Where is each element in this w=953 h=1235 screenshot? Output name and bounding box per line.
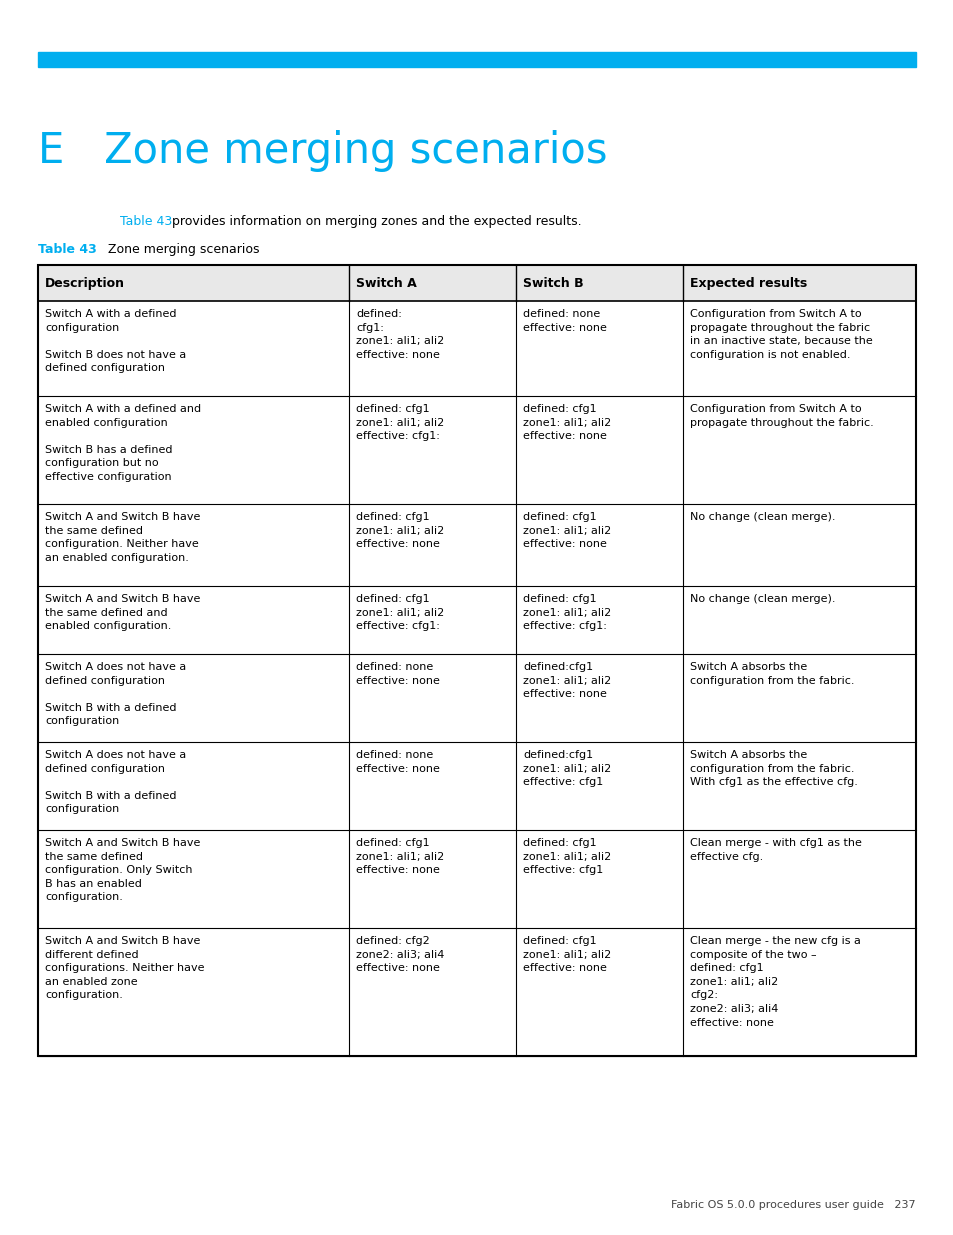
Text: Switch A does not have a
defined configuration

Switch B with a defined
configur: Switch A does not have a defined configu… (45, 662, 186, 726)
Text: defined: cfg1
zone1: ali1; ali2
effective: cfg1: defined: cfg1 zone1: ali1; ali2 effectiv… (522, 839, 611, 876)
Text: defined: cfg2
zone2: ali3; ali4
effective: none: defined: cfg2 zone2: ali3; ali4 effectiv… (355, 936, 444, 973)
Bar (38, 52, 915, 67)
Text: defined: none
effective: none: defined: none effective: none (355, 662, 439, 685)
Text: Switch A absorbs the
configuration from the fabric.
With cfg1 as the effective c: Switch A absorbs the configuration from … (689, 750, 857, 787)
Text: Configuration from Switch A to
propagate throughout the fabric
in an inactive st: Configuration from Switch A to propagate… (689, 309, 872, 359)
Text: Table 43: Table 43 (38, 243, 96, 256)
Bar (38, 266, 915, 1056)
Text: Switch A does not have a
defined configuration

Switch B with a defined
configur: Switch A does not have a defined configu… (45, 750, 186, 814)
Text: Table 43: Table 43 (120, 215, 172, 228)
Text: defined: cfg1
zone1: ali1; ali2
effective: cfg1:: defined: cfg1 zone1: ali1; ali2 effectiv… (355, 594, 444, 631)
Text: defined: cfg1
zone1: ali1; ali2
effective: none: defined: cfg1 zone1: ali1; ali2 effectiv… (522, 936, 611, 973)
Text: Zone merging scenarios: Zone merging scenarios (96, 243, 259, 256)
Text: Switch A: Switch A (355, 277, 416, 289)
Text: Configuration from Switch A to
propagate throughout the fabric.: Configuration from Switch A to propagate… (689, 404, 873, 427)
Text: defined:cfg1
zone1: ali1; ali2
effective: cfg1: defined:cfg1 zone1: ali1; ali2 effective… (522, 750, 611, 787)
Text: Switch A and Switch B have
the same defined
configuration. Neither have
an enabl: Switch A and Switch B have the same defi… (45, 513, 200, 563)
Text: defined: cfg1
zone1: ali1; ali2
effective: none: defined: cfg1 zone1: ali1; ali2 effectiv… (355, 513, 444, 550)
Text: Description: Description (45, 277, 125, 289)
Text: No change (clean merge).: No change (clean merge). (689, 594, 835, 604)
Text: Switch A and Switch B have
the same defined and
enabled configuration.: Switch A and Switch B have the same defi… (45, 594, 200, 631)
Text: Fabric OS 5.0.0 procedures user guide   237: Fabric OS 5.0.0 procedures user guide 23… (671, 1200, 915, 1210)
Text: defined:cfg1
zone1: ali1; ali2
effective: none: defined:cfg1 zone1: ali1; ali2 effective… (522, 662, 611, 699)
Text: No change (clean merge).: No change (clean merge). (689, 513, 835, 522)
Text: provides information on merging zones and the expected results.: provides information on merging zones an… (168, 215, 581, 228)
Text: defined:
cfg1:
zone1: ali1; ali2
effective: none: defined: cfg1: zone1: ali1; ali2 effecti… (355, 309, 444, 359)
Text: defined: cfg1
zone1: ali1; ali2
effective: none: defined: cfg1 zone1: ali1; ali2 effectiv… (522, 404, 611, 441)
Text: defined: none
effective: none: defined: none effective: none (355, 750, 439, 773)
Text: defined: cfg1
zone1: ali1; ali2
effective: cfg1:: defined: cfg1 zone1: ali1; ali2 effectiv… (355, 404, 444, 441)
Text: Clean merge - the new cfg is a
composite of the two –
defined: cfg1
zone1: ali1;: Clean merge - the new cfg is a composite… (689, 936, 860, 1028)
Text: Switch A absorbs the
configuration from the fabric.: Switch A absorbs the configuration from … (689, 662, 854, 685)
Text: Switch A with a defined
configuration

Switch B does not have a
defined configur: Switch A with a defined configuration Sw… (45, 309, 186, 373)
Text: Clean merge - with cfg1 as the
effective cfg.: Clean merge - with cfg1 as the effective… (689, 839, 861, 862)
Text: defined: cfg1
zone1: ali1; ali2
effective: cfg1:: defined: cfg1 zone1: ali1; ali2 effectiv… (522, 594, 611, 631)
Text: Switch B: Switch B (522, 277, 583, 289)
Text: defined: cfg1
zone1: ali1; ali2
effective: none: defined: cfg1 zone1: ali1; ali2 effectiv… (355, 839, 444, 876)
Text: defined: cfg1
zone1: ali1; ali2
effective: none: defined: cfg1 zone1: ali1; ali2 effectiv… (522, 513, 611, 550)
Text: Switch A and Switch B have
the same defined
configuration. Only Switch
B has an : Switch A and Switch B have the same defi… (45, 839, 200, 903)
Text: Switch A with a defined and
enabled configuration

Switch B has a defined
config: Switch A with a defined and enabled conf… (45, 404, 201, 482)
Text: Switch A and Switch B have
different defined
configurations. Neither have
an ena: Switch A and Switch B have different def… (45, 936, 204, 1000)
Text: defined: none
effective: none: defined: none effective: none (522, 309, 606, 332)
Text: Expected results: Expected results (689, 277, 806, 289)
Bar (38, 266, 915, 301)
Text: E   Zone merging scenarios: E Zone merging scenarios (38, 130, 607, 172)
